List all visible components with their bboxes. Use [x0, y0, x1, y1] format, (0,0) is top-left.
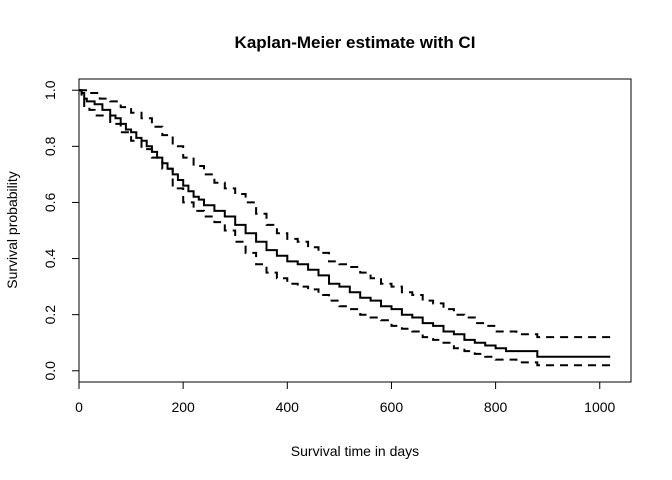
x-tick-label: 400	[276, 399, 300, 415]
y-ticks: 0.0 0.2 0.4 0.6 0.8 1.0	[42, 80, 79, 381]
ci-line-2	[79, 89, 611, 367]
y-tick-label: 1.0	[42, 80, 58, 100]
y-tick-label: 0.0	[42, 361, 58, 381]
ci-line-1	[79, 89, 611, 339]
x-tick-label: 800	[484, 399, 508, 415]
y-tick-label: 0.4	[42, 249, 58, 269]
x-tick-label: 200	[171, 399, 195, 415]
x-tick-label: 600	[380, 399, 404, 415]
km-estimate-line	[79, 89, 611, 358]
x-tick-label: 1000	[584, 399, 615, 415]
x-ticks: 0 200 400 600 800 1000	[75, 382, 616, 415]
series-layer	[79, 89, 611, 367]
x-axis-label: Survival time in days	[291, 443, 419, 459]
chart-title: Kaplan-Meier estimate with CI	[235, 33, 476, 52]
y-axis-label: Survival probability	[4, 171, 20, 289]
x-tick-label: 0	[75, 399, 83, 415]
y-tick-label: 0.2	[42, 305, 58, 325]
y-tick-label: 0.8	[42, 136, 58, 156]
y-tick-label: 0.6	[42, 193, 58, 213]
